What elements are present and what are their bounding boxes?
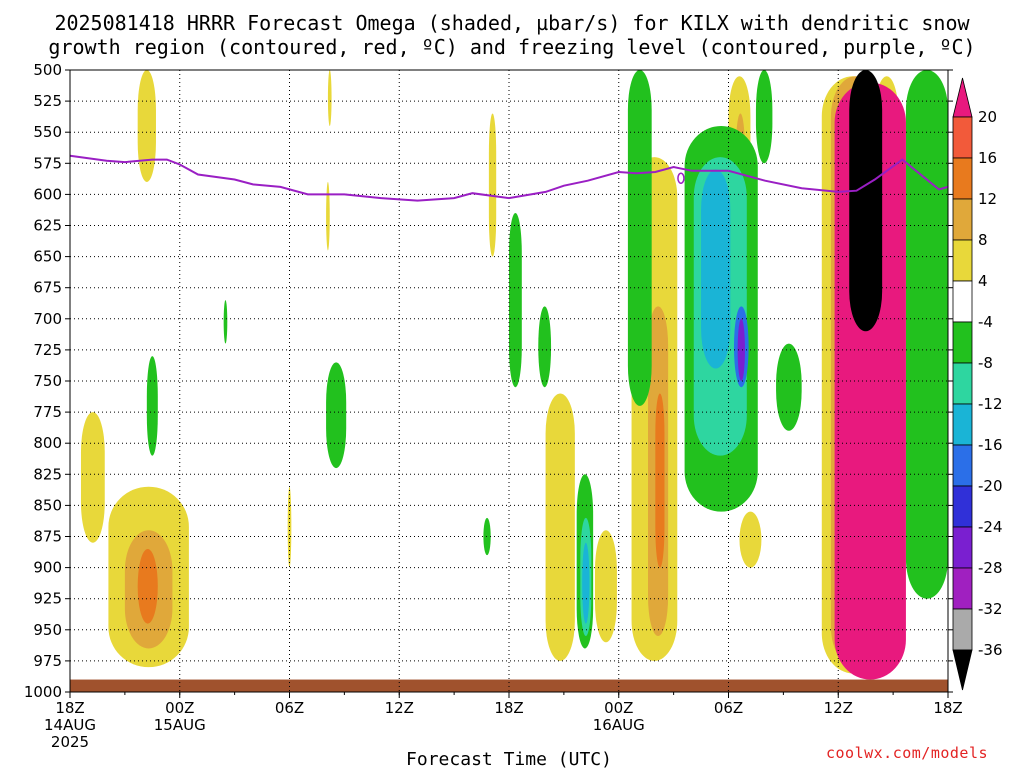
y-tick-label: 900 — [33, 559, 62, 577]
colorbar-swatch — [952, 157, 973, 200]
chart-title-line-2: growth region (contoured, red, ºC) and f… — [48, 35, 976, 59]
omega-region-neg_4_8 — [776, 343, 802, 431]
colorbar-swatch — [952, 239, 973, 282]
colorbar-label: -36 — [978, 641, 1003, 659]
omega-region-neg_12_16 — [582, 542, 590, 624]
omega-region-neg_4_8 — [326, 362, 347, 469]
omega-region-neg_4_8 — [483, 517, 491, 556]
plot-area — [70, 70, 948, 692]
colorbar-swatch — [952, 321, 973, 364]
x-tick-label: 06Z — [714, 699, 743, 717]
y-tick-label: 950 — [33, 621, 62, 639]
x-axis-title: Forecast Time (UTC) — [406, 749, 612, 768]
omega-region-pos_4_8 — [739, 511, 762, 568]
omega-region-pos_12_16 — [137, 548, 158, 624]
colorbar-swatch — [952, 444, 973, 487]
colorbar-swatch — [952, 526, 973, 569]
colorbar-swatch — [952, 362, 973, 405]
colorbar-bottom-arrow — [952, 649, 973, 691]
colorbar-label: -32 — [978, 600, 1003, 618]
colorbar-swatch — [952, 403, 973, 446]
colorbar-label: -28 — [978, 559, 1003, 577]
colorbar: 20 16 12 8 4 -4 -8 -12 -16 -20 -24 -28 -32 -36 — [952, 77, 1003, 691]
omega-region-neg_36m — [849, 70, 883, 332]
y-tick-label: 500 — [33, 61, 62, 79]
x-tick-label: 12Z — [385, 699, 414, 717]
colorbar-swatch — [952, 485, 973, 528]
colorbar-top-arrow — [952, 77, 973, 118]
y-tick-label: 550 — [33, 123, 62, 141]
x-tick-label: 12Z — [824, 699, 853, 717]
y-tick-label: 725 — [33, 341, 62, 359]
omega-region-pos_4_8 — [327, 70, 332, 126]
colorbar-swatch — [952, 608, 973, 651]
y-tick-label: 650 — [33, 248, 62, 266]
x-tick-date-label: 16AUG — [593, 716, 645, 734]
omega-region-pos_4_8 — [545, 393, 575, 661]
y-tick-label: 750 — [33, 372, 62, 390]
omega-region-pos_12_16 — [655, 393, 665, 568]
y-tick-label: 675 — [33, 279, 62, 297]
omega-region-neg_4_8 — [905, 70, 948, 599]
x-tick-label: 00Z — [165, 699, 194, 717]
omega-region-neg_4_8 — [627, 70, 652, 406]
y-tick-label: 1000 — [24, 683, 62, 701]
y-tick-label: 925 — [33, 590, 62, 608]
x-tick-label: 06Z — [275, 699, 304, 717]
colorbar-label: 20 — [978, 108, 997, 126]
omega-region-pos_4_8 — [137, 70, 156, 182]
x-tick-label: 00Z — [604, 699, 633, 717]
omega-region-neg_4_8 — [538, 306, 552, 388]
omega-region-pos_4_8 — [488, 113, 497, 257]
y-tick-label: 600 — [33, 185, 62, 203]
watermark-text: coolwx.com/models — [826, 744, 989, 762]
y-tick-label: 875 — [33, 528, 62, 546]
omega-region-neg_4_8 — [223, 300, 228, 344]
x-tick-label: 18Z — [494, 699, 523, 717]
colorbar-label: -12 — [978, 395, 1003, 413]
y-tick-label: 775 — [33, 403, 62, 421]
x-tick-date-label: 14AUG — [44, 716, 96, 734]
colorbar-label: 8 — [978, 231, 988, 249]
y-tick-label: 800 — [33, 434, 62, 452]
omega-region-neg_12_16 — [701, 169, 731, 369]
x-tick-date-label: 2025 — [51, 733, 89, 751]
omega-region-neg_4_8 — [509, 213, 522, 388]
y-tick-label: 975 — [33, 652, 62, 670]
x-tick-label: 18Z — [55, 699, 84, 717]
y-tick-label: 850 — [33, 496, 62, 514]
y-tick-label: 825 — [33, 465, 62, 483]
omega-region-pos_4_8 — [594, 530, 617, 643]
colorbar-label: 4 — [978, 272, 988, 290]
y-tick-label: 625 — [33, 217, 62, 235]
colorbar-label: -4 — [978, 313, 993, 331]
omega-region-pos_4_8 — [326, 181, 330, 251]
colorbar-swatch — [952, 567, 973, 610]
colorbar-label: -8 — [978, 354, 993, 372]
colorbar-swatch — [952, 280, 973, 323]
colorbar-label: 16 — [978, 149, 997, 167]
colorbar-label: -16 — [978, 436, 1003, 454]
y-tick-label: 575 — [33, 154, 62, 172]
colorbar-swatch — [952, 116, 973, 159]
omega-region-pos_4_8 — [80, 412, 105, 543]
freezing-level-marker — [677, 172, 685, 184]
omega-region-neg_4_8 — [755, 70, 773, 164]
y-tick-label: 525 — [33, 92, 62, 110]
chart-title-line-1: 2025081418 HRRR Forecast Omega (shaded, … — [54, 11, 970, 35]
colorbar-label: -20 — [978, 477, 1003, 495]
colorbar-label: 12 — [978, 190, 997, 208]
colorbar-label: -24 — [978, 518, 1003, 536]
colorbar-swatch — [952, 198, 973, 241]
omega-region-neg_24_28 — [737, 318, 745, 381]
omega-region-neg_4_8 — [146, 356, 158, 456]
y-tick-label: 700 — [33, 310, 62, 328]
x-tick-label: 18Z — [933, 699, 962, 717]
omega-region-pos_4_8 — [287, 486, 292, 568]
freezing-level-line — [69, 154, 949, 202]
x-tick-date-label: 15AUG — [154, 716, 206, 734]
